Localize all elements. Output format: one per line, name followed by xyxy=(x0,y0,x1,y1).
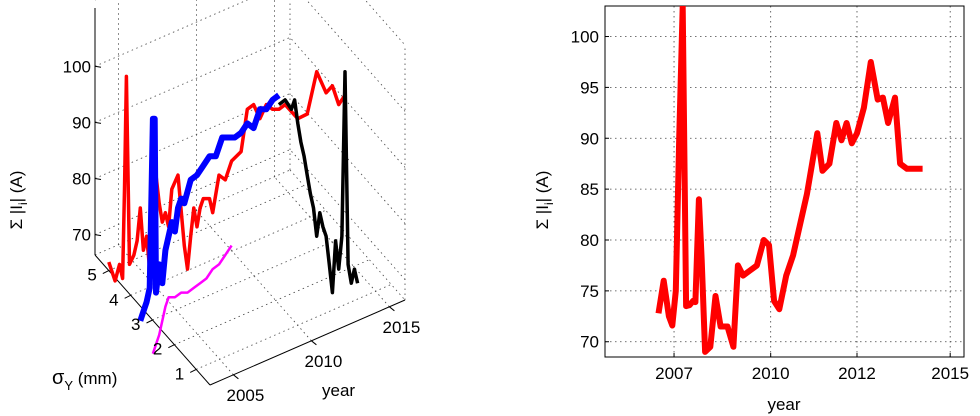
y-tick-mark xyxy=(189,368,197,373)
y-tick-mark xyxy=(102,270,110,275)
x-tick-mark xyxy=(311,340,317,346)
x-tick-label: 2010 xyxy=(304,352,342,371)
z-tick-mark xyxy=(94,234,102,237)
chart-3d-axes xyxy=(94,8,406,386)
x-tick-label: 2010 xyxy=(752,364,790,383)
chart-2d-x-ticks: 2007 2010 2012 2015 xyxy=(655,353,969,383)
y-tick-mark xyxy=(146,319,153,324)
y-tick-label: 100 xyxy=(571,28,599,47)
x-axis-line xyxy=(209,299,406,386)
y-tick-label: 4 xyxy=(109,290,118,309)
x-tick-mark xyxy=(233,374,239,380)
z-gridline xyxy=(94,0,406,112)
y-tick-label: 2 xyxy=(153,340,162,359)
x-tick-label: 2012 xyxy=(838,364,876,383)
series-line xyxy=(107,69,347,283)
series-line xyxy=(151,244,233,355)
z-tick-mark xyxy=(94,65,102,68)
y-tick-label: 75 xyxy=(580,282,599,301)
chart-2d-y-ticks: 70 75 80 85 90 95 100 xyxy=(571,28,609,352)
z-tick-label: 70 xyxy=(72,226,91,245)
z-tick-label: 90 xyxy=(72,113,91,132)
y-gridline xyxy=(196,284,392,370)
series-line xyxy=(277,69,360,295)
z-gridline xyxy=(94,36,406,168)
y-gridline xyxy=(152,234,348,321)
y-tick-label: 95 xyxy=(580,78,599,97)
series-line xyxy=(137,92,281,322)
chart-2d-y-axis-label: Σ |Ii| (A) xyxy=(533,171,556,230)
y-tick-label: 70 xyxy=(580,333,599,352)
x-tick-label: 2015 xyxy=(382,318,420,337)
z-gridline xyxy=(94,93,406,224)
chart-3d-series xyxy=(107,69,360,355)
y-tick-label: 80 xyxy=(580,231,599,250)
z-tick-mark xyxy=(94,121,102,124)
z-tick-label: 80 xyxy=(72,170,91,189)
chart-2d-frame xyxy=(604,5,965,358)
z-tick-mark xyxy=(94,178,102,180)
chart-2d: 2007 2010 2012 2015 70 75 80 85 90 95 100 year Σ … xyxy=(533,5,969,414)
z-axis-label: Σ |Ii| (A) xyxy=(7,171,30,230)
box-gridline xyxy=(364,0,406,46)
chart-2d-x-axis-label: year xyxy=(767,395,800,414)
y-axis-label: σY (mm) xyxy=(52,367,117,393)
y-tick-mark xyxy=(168,344,175,349)
chart-2d-series xyxy=(655,6,923,355)
chart-2d-grid xyxy=(605,6,964,357)
z-tick-label: 100 xyxy=(63,57,91,76)
x-axis-label: year xyxy=(322,381,355,400)
y-tick-label: 90 xyxy=(580,129,599,148)
y-tick-label: 3 xyxy=(131,315,140,334)
y-tick-label: 5 xyxy=(87,266,96,285)
x-tick-label: 2007 xyxy=(655,364,693,383)
y-gridline xyxy=(174,259,370,346)
y-gridline xyxy=(108,185,304,271)
x-tick-mark xyxy=(389,306,395,312)
series-line xyxy=(655,6,923,355)
y-tick-label: 85 xyxy=(580,180,599,199)
y-tick-mark xyxy=(124,294,131,299)
x-tick-label: 2005 xyxy=(226,386,264,405)
x-tick-label: 2015 xyxy=(931,364,969,383)
y-tick-label: 1 xyxy=(175,364,184,383)
